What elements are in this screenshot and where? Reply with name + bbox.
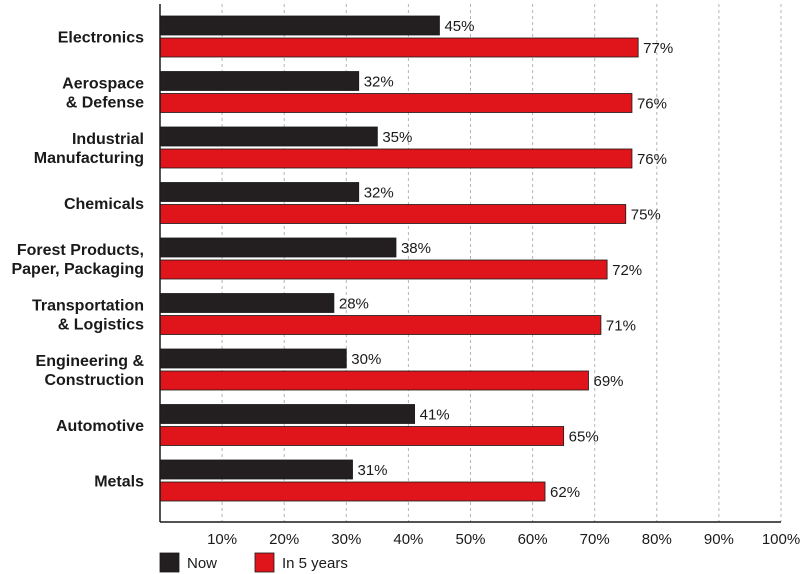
x-tick-label: 100% [762, 531, 800, 548]
bar-now [159, 182, 360, 202]
data-label: 28% [339, 296, 369, 313]
data-label: 45% [444, 18, 474, 35]
category-label: Chemicals [64, 196, 144, 213]
x-tick-label: 80% [642, 531, 672, 548]
bar-in-5-years [159, 148, 633, 169]
data-label: 32% [364, 185, 394, 202]
bar-in-5-years [159, 315, 602, 335]
data-label: 62% [550, 484, 580, 501]
data-label: 76% [637, 151, 667, 168]
data-label: 32% [364, 74, 394, 91]
bar-now [159, 404, 416, 424]
data-label: 71% [606, 318, 636, 335]
bar-in-5-years [159, 37, 639, 58]
x-tick-label: 10% [207, 531, 237, 548]
bar-now [159, 293, 335, 313]
category-label: Engineering & Construction [36, 353, 145, 389]
category-label: Forest Products, Paper, Packaging [11, 242, 144, 278]
category-labels: Electronics Aerospace & Defense Industrial M… [11, 30, 144, 491]
category-label: Automotive [56, 418, 144, 435]
legend-label: Now [187, 555, 217, 572]
data-label: 38% [401, 240, 431, 257]
bar-now [159, 126, 378, 147]
data-label: 31% [358, 462, 388, 479]
bars: 45% 77% 32% 76% 35% 76% 32% 75% 38% 72% 28% 71% 30% 6… [159, 15, 673, 502]
category-label: Aerospace & Defense [62, 76, 144, 112]
data-label: 41% [420, 407, 450, 424]
data-label: 30% [351, 351, 381, 368]
bar-now [159, 71, 360, 91]
x-tick-label: 70% [580, 531, 610, 548]
x-tick-label: 40% [393, 531, 423, 548]
legend-swatch [159, 552, 180, 573]
x-tick-label: 50% [455, 531, 485, 548]
bar-now [159, 459, 353, 480]
bar-in-5-years [159, 426, 565, 446]
data-label: 69% [593, 373, 623, 390]
data-label: 65% [569, 429, 599, 446]
bar-in-5-years [159, 370, 589, 391]
data-label: 77% [643, 40, 673, 57]
category-label: Metals [94, 474, 144, 491]
bar-in-5-years [159, 204, 627, 224]
bar-now [159, 348, 347, 369]
x-tick-label: 30% [331, 531, 361, 548]
legend: Now In 5 years [159, 552, 348, 573]
x-tick-label: 60% [518, 531, 548, 548]
data-label: 72% [612, 262, 642, 279]
axes [159, 4, 781, 523]
x-tick-labels: 10% 20% 30% 40% 50% 60% 70% 80% 90% 100% [207, 531, 800, 548]
legend-swatch [254, 552, 275, 573]
bar-now [159, 15, 440, 36]
x-tick-label: 20% [269, 531, 299, 548]
category-label: Transportation & Logistics [32, 298, 144, 334]
category-label: Industrial Manufacturing [34, 131, 144, 167]
bar-in-5-years [159, 481, 546, 502]
x-tick-label: 90% [704, 531, 734, 548]
bar-in-5-years [159, 259, 608, 280]
data-label: 35% [382, 129, 412, 146]
data-label: 76% [637, 96, 667, 113]
legend-label: In 5 years [282, 555, 348, 572]
category-label: Electronics [58, 30, 144, 47]
bar-now [159, 237, 397, 258]
bar-in-5-years [159, 93, 633, 113]
data-label: 75% [631, 207, 661, 224]
